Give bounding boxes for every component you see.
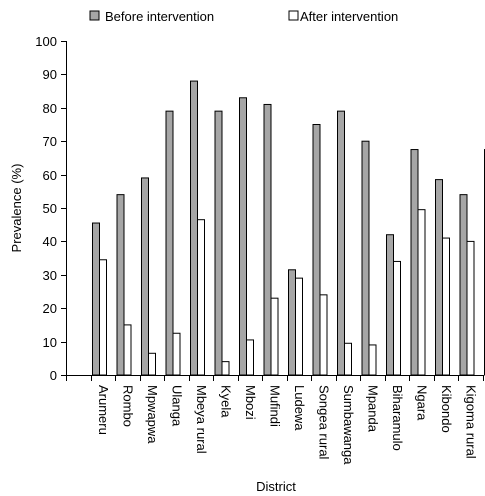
x-axis-ticks: Arumeru Rombo Mpwapwa Ulanga Mbeya rural Kyel… xyxy=(66,375,484,465)
x-tick-label: Mpwapwa xyxy=(145,385,160,444)
x-tick-label: Ludewa xyxy=(292,385,307,431)
y-axis-ticks: 0 10 20 30 40 50 60 70 80 90 100 xyxy=(35,34,66,383)
bar-after xyxy=(270,297,279,376)
legend-swatch-after xyxy=(288,10,299,21)
bar-after xyxy=(295,277,303,376)
bar-before xyxy=(116,194,125,376)
bar-before xyxy=(337,110,345,376)
x-tick-label: Mbozi xyxy=(243,385,258,420)
bar-before xyxy=(386,234,394,376)
bar-before xyxy=(239,97,247,376)
legend-label-after: After intervention xyxy=(300,9,398,24)
y-tick-label: 70 xyxy=(43,134,57,149)
bar-after xyxy=(172,332,181,376)
bar-after xyxy=(393,260,401,376)
x-tick-label: Songea rural xyxy=(317,385,332,460)
bar-before xyxy=(435,179,443,376)
x-tick-label: Mbeya rural xyxy=(194,385,209,454)
bar-before xyxy=(263,103,272,376)
bar-before xyxy=(165,110,174,376)
y-tick-label: 50 xyxy=(43,201,57,216)
x-tick-label: Kigoma rural xyxy=(464,385,479,459)
bar-before xyxy=(288,269,296,376)
legend-label-before: Before intervention xyxy=(105,9,214,24)
legend: Before intervention After intervention xyxy=(89,9,398,24)
x-tick-label: Mpanda xyxy=(366,385,381,433)
y-tick-label: 30 xyxy=(43,268,57,283)
bar-after xyxy=(197,219,205,376)
bar-after xyxy=(99,259,107,376)
bar-before xyxy=(410,149,419,376)
bar-after xyxy=(148,352,156,376)
bar-after xyxy=(319,294,328,376)
bar-after xyxy=(246,339,254,376)
y-tick-label: 90 xyxy=(43,67,57,82)
bar-before xyxy=(92,222,100,376)
bar-before xyxy=(214,110,223,376)
bar-before xyxy=(361,140,370,376)
x-tick-label: Ulanga xyxy=(170,385,185,427)
y-tick-label: 60 xyxy=(43,168,57,183)
x-axis-title: District xyxy=(256,479,296,494)
bar-after xyxy=(344,342,352,376)
bar-before xyxy=(190,80,198,376)
x-tick-label: Mufindi xyxy=(268,385,283,427)
x-tick-label: Biharamulo xyxy=(390,385,405,451)
legend-swatch-before xyxy=(89,10,100,21)
y-tick-label: 100 xyxy=(35,34,57,49)
bar-after xyxy=(466,240,475,376)
y-axis-title: Prevalence (%) xyxy=(9,164,24,253)
y-tick-label: 0 xyxy=(50,368,57,383)
bar-after xyxy=(368,344,377,376)
bar-after xyxy=(123,324,132,376)
y-tick-label: 80 xyxy=(43,101,57,116)
bar-after xyxy=(221,361,230,376)
x-tick-label: Rombo xyxy=(121,385,136,427)
y-tick-label: 40 xyxy=(43,234,57,249)
bar-after xyxy=(442,237,450,376)
bar-after xyxy=(417,209,426,376)
bar-before xyxy=(141,177,149,376)
bar-before xyxy=(312,124,321,376)
x-tick-label: Arumeru xyxy=(96,385,111,435)
bar-before xyxy=(459,194,468,376)
x-tick-label: Kyela xyxy=(219,385,234,418)
x-tick-label: Ngara xyxy=(415,385,430,421)
bars xyxy=(92,80,485,376)
x-tick-label: Kibondo xyxy=(439,385,454,433)
y-tick-label: 20 xyxy=(43,301,57,316)
x-tick-label: Sumbawanga xyxy=(341,385,356,465)
y-tick-label: 10 xyxy=(43,335,57,350)
